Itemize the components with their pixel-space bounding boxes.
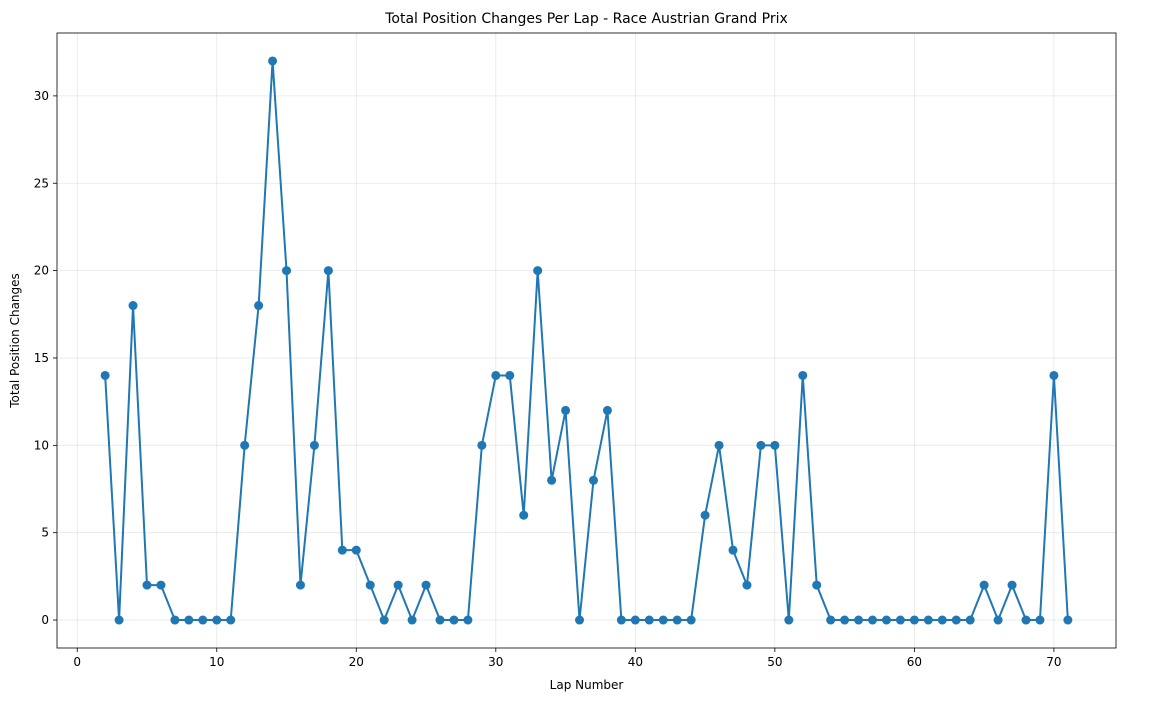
x-tick-label: 60 [907,655,922,669]
x-tick-label: 40 [628,655,643,669]
plot-frame [56,32,1117,649]
data-point [323,266,333,276]
data-point [351,545,361,555]
data-point [240,440,250,450]
data-point [770,440,780,450]
data-point [407,615,417,625]
data-point [519,510,529,520]
data-point [170,615,180,625]
data-point [309,440,319,450]
data-point [226,615,236,625]
data-point [602,405,612,415]
x-tick-label: 20 [349,655,364,669]
data-point [616,615,626,625]
y-tick-label: 15 [34,351,49,365]
data-point [826,615,836,625]
y-tick-label: 10 [34,438,49,452]
x-axis-ticks: 0 10 20 30 40 50 60 70 [73,648,1062,669]
data-point [756,440,766,450]
data-point [491,370,501,380]
x-axis-label: Lap Number [550,678,624,692]
chart-title: Total Position Changes Per Lap - Race Au… [384,11,788,27]
y-axis-label: Total Position Changes [8,273,22,409]
data-point [142,580,152,590]
data-point [575,615,585,625]
data-point [951,615,961,625]
data-point [114,615,124,625]
data-point [812,580,822,590]
data-point [337,545,347,555]
data-point [784,615,794,625]
y-tick-label: 25 [34,176,49,190]
x-tick-label: 30 [488,655,503,669]
data-point [909,615,919,625]
data-point [686,615,696,625]
data-point [184,615,194,625]
data-point [644,615,654,625]
data-point [854,615,864,625]
grid [57,33,1116,648]
data-point [868,615,878,625]
data-point [840,615,850,625]
y-tick-label: 20 [34,264,49,278]
data-point [547,475,557,485]
data-point [658,615,668,625]
y-tick-label: 0 [41,613,49,627]
data-point [156,580,166,590]
x-tick-label: 70 [1046,655,1061,669]
data-point [588,475,598,485]
data-point [923,615,933,625]
data-point [421,580,431,590]
data-point [1049,370,1059,380]
data-point [282,266,292,276]
data-point [100,370,110,380]
data-point [533,266,543,276]
data-point [798,370,808,380]
data-point [742,580,752,590]
data-point [672,615,682,625]
data-point [937,615,947,625]
data-point [561,405,571,415]
data-point [393,580,403,590]
data-point [714,440,724,450]
x-tick-label: 10 [209,655,224,669]
data-point [449,615,459,625]
data-point [1035,615,1045,625]
y-axis-ticks: 0 5 10 15 20 25 30 [34,89,57,627]
data-point [965,615,975,625]
data-point [477,440,487,450]
data-point [365,580,375,590]
x-tick-label: 50 [767,655,782,669]
y-tick-label: 30 [34,89,49,103]
data-point [198,615,208,625]
data-point [268,56,278,66]
data-point [254,301,264,311]
data-point [1007,580,1017,590]
data-point [128,301,138,311]
data-point [212,615,222,625]
series-line [104,59,1069,622]
x-tick-label: 0 [73,655,81,669]
data-point [435,615,445,625]
data-point [728,545,738,555]
series [100,56,1073,625]
data-point [379,615,389,625]
data-point [1021,615,1031,625]
data-point [505,370,515,380]
y-tick-label: 5 [41,526,49,540]
data-point [993,615,1003,625]
data-point [1063,615,1073,625]
data-point [295,580,305,590]
data-point [881,615,891,625]
data-point [895,615,905,625]
data-point [630,615,640,625]
data-point [700,510,710,520]
data-point [979,580,989,590]
data-point [463,615,473,625]
